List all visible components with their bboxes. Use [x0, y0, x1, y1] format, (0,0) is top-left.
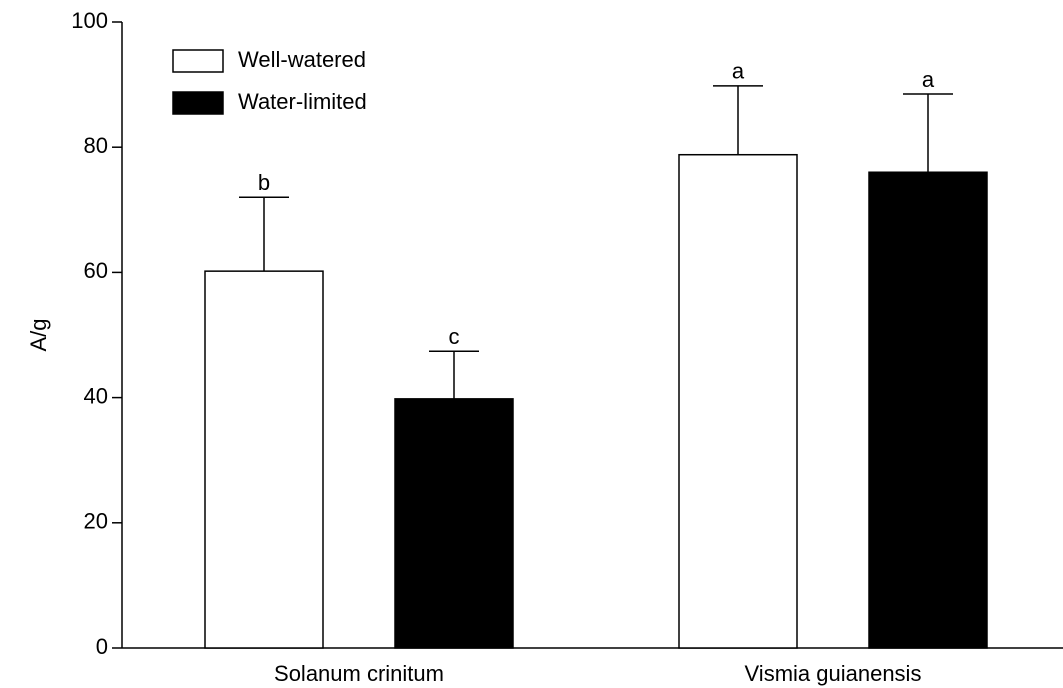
significance-letter: c [449, 324, 460, 349]
y-tick-label: 80 [84, 133, 108, 158]
y-axis-label: A/g [26, 318, 51, 351]
y-tick-label: 60 [84, 258, 108, 283]
x-tick-label: Solanum crinitum [274, 661, 444, 686]
bar [868, 171, 988, 649]
bar [678, 153, 798, 649]
legend-swatch [172, 49, 224, 73]
bar [204, 270, 324, 649]
bar [394, 398, 514, 649]
significance-letter: b [258, 170, 270, 195]
legend-label: Water-limited [238, 89, 367, 114]
significance-letter: a [922, 67, 935, 92]
legend-label: Well-watered [238, 47, 366, 72]
significance-letter: a [732, 59, 745, 84]
legend-swatch [172, 91, 224, 115]
y-tick-label: 20 [84, 509, 108, 534]
y-tick-label: 40 [84, 383, 108, 408]
y-tick-label: 0 [96, 634, 108, 659]
x-tick-label: Vismia guianensis [745, 661, 922, 686]
y-tick-label: 100 [71, 8, 108, 33]
